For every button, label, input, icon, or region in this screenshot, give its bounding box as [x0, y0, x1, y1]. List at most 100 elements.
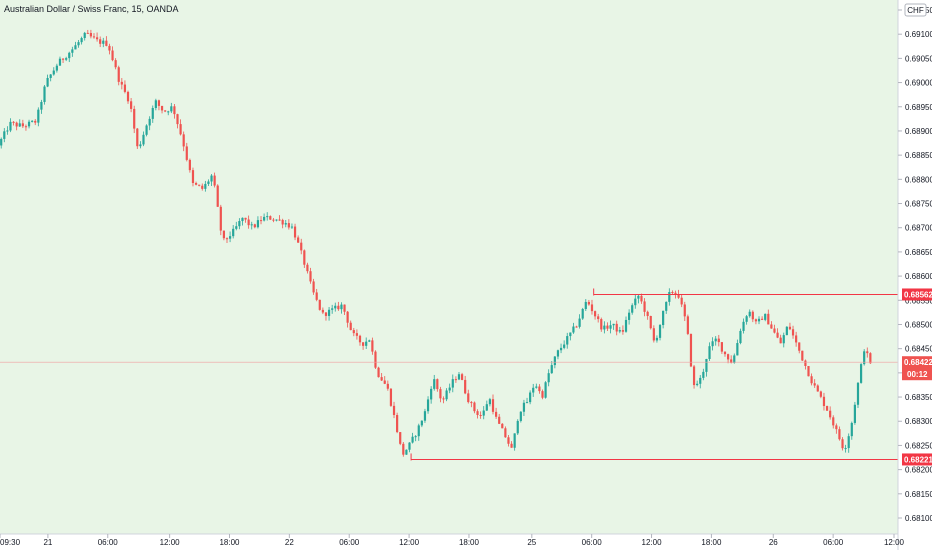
candle-body-67: [207, 181, 210, 184]
candle-body-255: [788, 326, 792, 330]
candle-body-85: [263, 216, 266, 221]
time-tick-label-2: 06:00: [98, 538, 119, 547]
candle-body-31: [95, 37, 99, 40]
level-tag-label-0: 0.68562: [904, 290, 932, 299]
candle-body-63: [194, 182, 198, 185]
candle-body-124: [383, 380, 386, 384]
candle-body-226: [699, 377, 702, 384]
candle-body-194: [600, 319, 603, 330]
candle-body-166: [513, 433, 516, 448]
candle-body-69: [213, 175, 216, 186]
candle-body-189: [584, 301, 587, 309]
time-tick-label-12: 18:00: [701, 538, 722, 547]
candle-body-206: [637, 295, 640, 299]
candle-body-229: [708, 346, 711, 359]
candle-body-251: [776, 332, 779, 338]
price-tick-label-4: 0.68950: [905, 103, 932, 112]
candle-body-181: [559, 347, 563, 351]
price-axis-ticks[interactable]: 0.691500.691000.690500.690000.689500.689…: [898, 6, 932, 523]
candle-body-262: [810, 376, 813, 384]
candle-body-144: [445, 390, 448, 400]
candle-body-74: [228, 236, 232, 239]
candle-body-269: [832, 417, 835, 426]
candle-body-157: [485, 404, 488, 411]
candle-body-113: [349, 322, 352, 331]
candle-body-192: [593, 311, 597, 317]
candle-body-81: [250, 224, 253, 226]
candle-body-165: [510, 443, 513, 448]
candle-body-159: [491, 399, 495, 412]
candle-body-44: [136, 128, 139, 147]
candle-body-92: [284, 223, 287, 225]
candle-body-146: [451, 379, 454, 388]
time-axis-ticks[interactable]: 09:30 21 06:00 12:00 18:00 22 06:00 12:00 18:00 2…: [0, 534, 905, 547]
candle-body-143: [442, 398, 445, 400]
candle-body-205: [634, 298, 637, 306]
candle-body-126: [389, 388, 393, 406]
candle-body-180: [556, 350, 560, 357]
candle-body-213: [658, 325, 662, 338]
candle-body-130: [402, 443, 405, 455]
candle-body-270: [835, 425, 838, 430]
candle-body-261: [807, 366, 810, 377]
candle-body-256: [791, 329, 795, 336]
candle-body-249: [770, 324, 773, 329]
currency-badge[interactable]: CHF: [904, 3, 927, 17]
candle-body-97: [300, 242, 303, 251]
time-tick-label-13: 26: [769, 538, 778, 547]
candle-body-158: [488, 399, 492, 405]
candle-body-107: [331, 308, 334, 310]
candle-body-212: [655, 337, 659, 341]
candle-body-127: [392, 405, 396, 416]
candle-body-49: [151, 108, 154, 119]
candle-body-66: [204, 183, 207, 189]
candle-body-47: [145, 125, 148, 135]
candle-body-190: [587, 301, 590, 305]
candle-body-223: [689, 333, 693, 367]
candle-body-230: [711, 341, 714, 347]
candle-body-248: [767, 313, 770, 325]
level-tag-label-1: 0.68221: [904, 455, 932, 464]
candle-body-131: [405, 449, 408, 455]
candle-body-211: [652, 328, 655, 341]
candle-body-221: [683, 304, 686, 317]
candle-body-80: [247, 219, 250, 226]
candle-body-171: [529, 392, 532, 403]
candle-body-125: [386, 383, 389, 389]
candle-body-48: [148, 118, 151, 126]
candle-body-116: [358, 335, 362, 343]
candle-body-152: [470, 402, 473, 404]
candle-body-198: [612, 323, 615, 326]
candle-body-231: [714, 338, 717, 342]
candle-body-164: [507, 437, 510, 444]
candle-body-19: [58, 58, 62, 66]
candle-body-104: [321, 309, 324, 313]
candle-body-137: [423, 411, 427, 421]
candle-body-210: [649, 316, 652, 329]
candle-body-252: [779, 337, 782, 344]
candle-body-78: [241, 217, 244, 222]
candle-body-65: [201, 185, 204, 189]
candle-body-87: [269, 216, 272, 220]
candle-body-79: [244, 217, 247, 220]
candle-body-111: [343, 304, 346, 312]
candle-body-121: [374, 351, 377, 368]
candle-body-188: [581, 308, 584, 319]
candle-body-53: [164, 110, 167, 112]
candle-body-27: [83, 32, 86, 39]
price-tick-label-11: 0.68600: [905, 272, 932, 281]
time-tick-label-3: 12:00: [160, 538, 181, 547]
candle-body-22: [68, 52, 71, 59]
candle-body-207: [640, 295, 643, 302]
candle-body-106: [327, 309, 331, 316]
candle-body-102: [315, 292, 318, 300]
candle-body-115: [355, 333, 359, 336]
time-tick-label-1: 21: [43, 538, 52, 547]
candle-body-16: [49, 74, 52, 78]
candle-body-12: [37, 109, 40, 123]
candle-body-243: [751, 311, 754, 320]
price-tick-label-12: 0.68550: [905, 296, 932, 305]
candle-body-235: [726, 354, 730, 360]
candle-body-276: [853, 404, 856, 423]
